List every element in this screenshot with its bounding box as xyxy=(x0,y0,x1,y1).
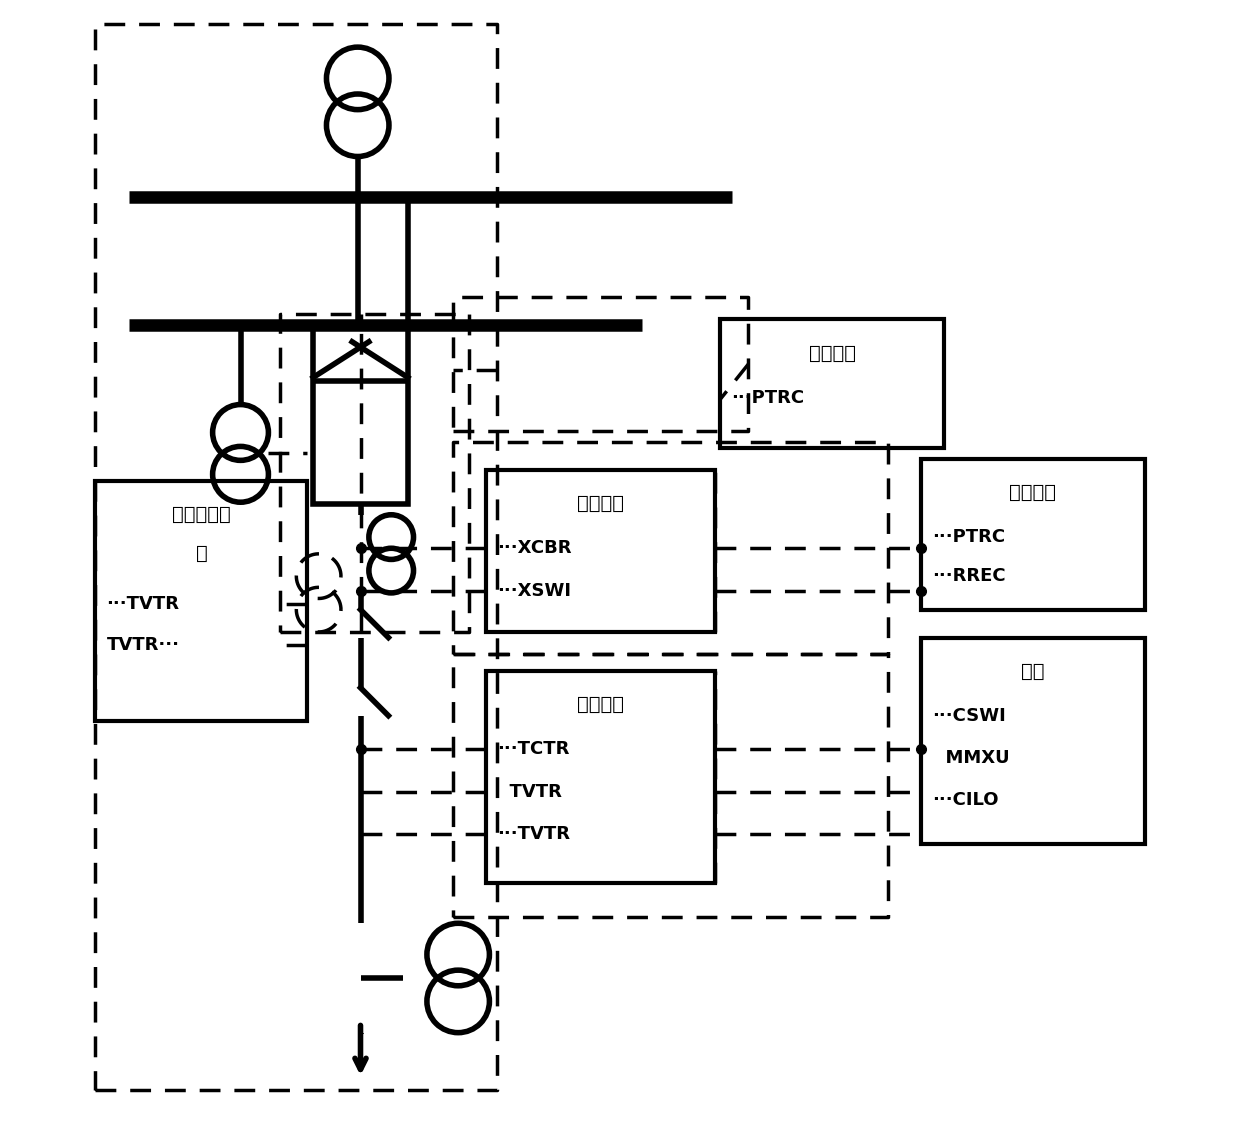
Text: TVTR: TVTR xyxy=(497,783,562,800)
Text: ···TVTR: ···TVTR xyxy=(107,596,180,614)
Text: 合并单元: 合并单元 xyxy=(577,695,624,714)
Text: TVTR···: TVTR··· xyxy=(107,636,180,654)
Bar xyxy=(312,381,408,504)
Bar xyxy=(720,320,944,447)
Bar xyxy=(486,671,715,883)
Bar xyxy=(921,459,1145,610)
Text: ···CILO: ···CILO xyxy=(932,791,999,809)
Bar xyxy=(95,481,308,721)
Text: ···CSWI: ···CSWI xyxy=(932,706,1007,724)
Text: 元: 元 xyxy=(196,545,207,564)
Text: ···TVTR: ···TVTR xyxy=(497,825,570,843)
Text: 线路保护: 线路保护 xyxy=(1009,483,1056,502)
Text: 母线合并单: 母线合并单 xyxy=(172,505,231,524)
Text: 母线保护: 母线保护 xyxy=(808,344,856,363)
Text: ···PTRC: ···PTRC xyxy=(732,389,805,407)
Text: 测控: 测控 xyxy=(1022,661,1045,680)
Text: ···PTRC: ···PTRC xyxy=(932,528,1006,546)
Text: ···TCTR: ···TCTR xyxy=(497,740,569,758)
Bar xyxy=(486,470,715,632)
Text: MMXU: MMXU xyxy=(932,749,1009,767)
Text: ···XSWI: ···XSWI xyxy=(497,582,572,600)
Text: ···XCBR: ···XCBR xyxy=(497,539,572,557)
Bar xyxy=(921,637,1145,844)
Text: 智能终端: 智能终端 xyxy=(577,494,624,513)
Text: ···RREC: ···RREC xyxy=(932,567,1006,585)
